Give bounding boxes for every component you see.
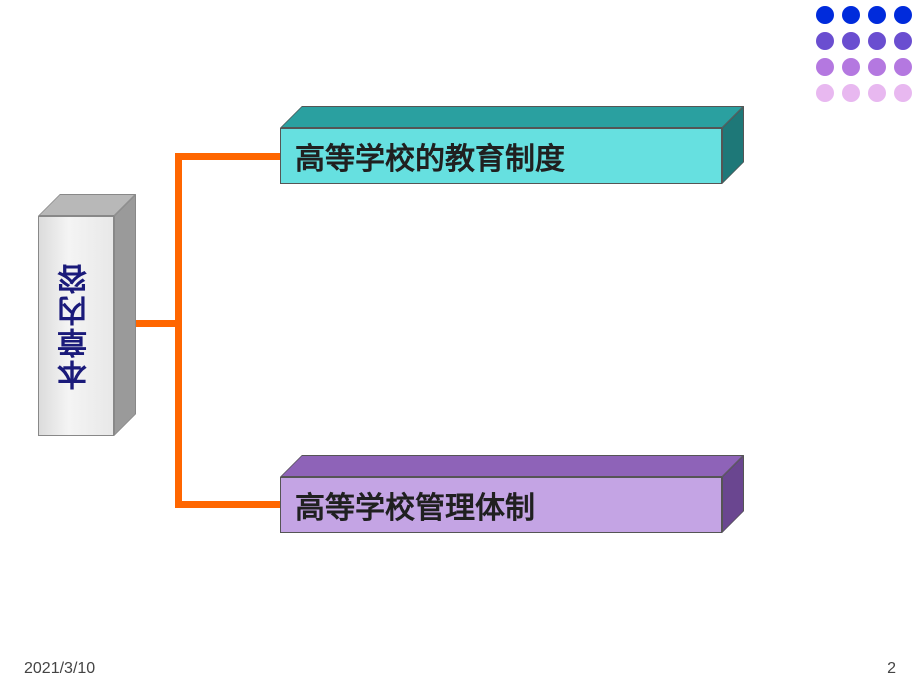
dot-icon [816,6,834,24]
branch-top-face [280,455,744,477]
connector-vertical [175,153,182,508]
branch-label: 高等学校的教育制度 [295,134,565,178]
dot-icon [868,32,886,50]
dot-icon [894,32,912,50]
dot-icon [842,6,860,24]
dot-icon [868,84,886,102]
branch-front-face: 高等学校管理体制 [280,477,722,533]
root-front-face: 本章内容 [38,216,114,436]
dot-icon [842,58,860,76]
branch-node-2: 高等学校管理体制 [280,477,722,533]
dot-icon [868,6,886,24]
dot-icon [816,32,834,50]
branch-top-face [280,106,744,128]
dot-icon [894,84,912,102]
footer-date: 2021/3/10 [24,660,95,678]
dot-icon [894,58,912,76]
dot-icon [816,58,834,76]
dot-icon [894,6,912,24]
root-node: 本章内容 [38,216,114,436]
connector-branch-2 [175,501,280,508]
dot-icon [868,58,886,76]
root-label: 本章内容 [54,262,98,390]
dot-icon [816,84,834,102]
root-side-face [114,194,136,436]
dot-icon [842,84,860,102]
footer-page: 2 [887,660,896,678]
corner-dots [816,0,920,104]
branch-front-face: 高等学校的教育制度 [280,128,722,184]
dot-icon [842,32,860,50]
branch-node-1: 高等学校的教育制度 [280,128,722,184]
connector-branch-1 [175,153,280,160]
branch-label: 高等学校管理体制 [295,483,535,527]
connector-root-stub [136,320,179,327]
